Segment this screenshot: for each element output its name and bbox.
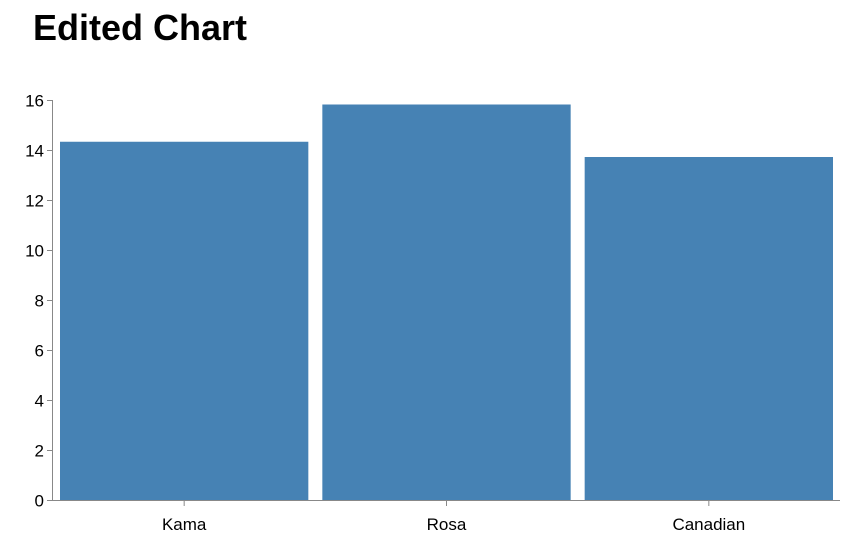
y-axis: 0 2 4 6 8 10 12 14 16 <box>25 92 53 511</box>
bars-layer <box>60 104 833 500</box>
y-tick-label: 10 <box>25 242 44 261</box>
y-tick-label: 14 <box>25 142 44 161</box>
x-tick-label-kama: Kama <box>162 515 207 534</box>
bar-rosa <box>322 104 571 500</box>
y-tick-label: 0 <box>35 492 44 511</box>
x-axis: Kama Rosa Canadian <box>52 500 840 534</box>
y-tick-label: 12 <box>25 192 44 211</box>
bar-kama <box>60 141 309 500</box>
y-tick-label: 6 <box>35 342 44 361</box>
y-tick-label: 2 <box>35 442 44 461</box>
y-tick-label: 4 <box>35 392 44 411</box>
x-tick-label-rosa: Rosa <box>427 515 467 534</box>
y-tick-label: 8 <box>35 292 44 311</box>
bar-canadian <box>584 157 833 500</box>
chart-title: Edited Chart <box>33 7 248 48</box>
x-tick-label-canadian: Canadian <box>672 515 745 534</box>
y-tick-label: 16 <box>25 92 44 111</box>
